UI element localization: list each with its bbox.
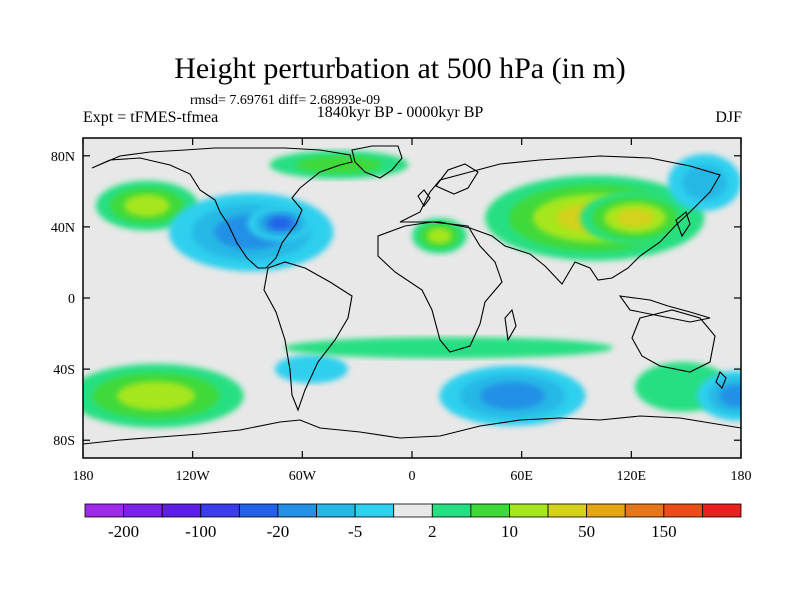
chart-title: Height perturbation at 500 hPa (in m) <box>174 52 626 85</box>
antarctica-coast <box>83 415 741 445</box>
x-tick-label: 120W <box>176 469 211 484</box>
indonesia-coast <box>618 295 711 323</box>
anomaly-region <box>412 218 467 254</box>
y-tick-label: 40N <box>51 221 75 236</box>
axis-ticks: 180 120W 60W 0 60E 120E 180 80N 40N 0 40S 80S <box>51 138 752 484</box>
colorbar-swatch <box>200 503 240 518</box>
anomaly-region <box>667 154 741 211</box>
coastlines <box>83 145 741 445</box>
anomaly-contour <box>117 381 196 410</box>
colorbar-label: -5 <box>348 522 362 541</box>
x-tick-label: 180 <box>731 469 752 484</box>
season-label: DJF <box>715 109 742 126</box>
colorbar-swatch <box>663 503 703 518</box>
y-tick-label: 0 <box>68 292 75 307</box>
colorbar-label: -20 <box>267 522 290 541</box>
colorbar-swatch <box>161 503 202 518</box>
x-tick-label: 60W <box>289 469 317 484</box>
colorbar-swatch <box>624 503 665 518</box>
colorbar-swatch <box>393 503 433 518</box>
colorbar-swatch <box>238 503 279 518</box>
uk-coast <box>417 189 431 207</box>
colorbar-label: 50 <box>578 522 595 541</box>
colorbar-label: 2 <box>428 522 437 541</box>
anomaly-contour <box>719 384 741 407</box>
x-tick-label: 60E <box>510 469 533 484</box>
colorbar: -200 -100 -20 -5 2 10 50 150 <box>84 503 742 541</box>
anomaly-region <box>439 365 586 426</box>
experiment-label: Expt = tFMES-tfmea <box>83 109 219 126</box>
anomaly-contour <box>124 194 170 217</box>
x-tick-label: 120E <box>617 469 647 484</box>
eurasia-coast <box>399 155 721 285</box>
colorbar-label: 10 <box>501 522 518 541</box>
colorbar-swatch <box>277 503 317 518</box>
colorbar-swatch <box>123 503 163 518</box>
x-tick-label: 0 <box>409 469 416 484</box>
japan-coast <box>675 211 691 238</box>
colorbar-swatch <box>509 503 549 518</box>
anomaly-region <box>284 337 614 359</box>
new-zealand-coast <box>715 371 727 389</box>
anomaly-region <box>580 191 690 245</box>
anomaly-region <box>83 363 244 428</box>
anomaly-contour <box>615 208 655 228</box>
anomaly-contour <box>268 217 292 230</box>
colorbar-swatch <box>84 503 124 518</box>
anomaly-region <box>274 354 349 384</box>
colorbar-swatch <box>702 503 742 518</box>
madagascar-coast <box>504 308 517 342</box>
anomaly-contour <box>480 382 546 410</box>
colorbar-label: 150 <box>651 522 677 541</box>
colorbar-swatch <box>431 503 472 518</box>
anomaly-contour <box>284 337 614 359</box>
anomaly-region <box>247 205 314 242</box>
anomaly-region <box>697 370 741 421</box>
anomaly-field <box>83 150 741 428</box>
colorbar-swatch <box>316 503 356 518</box>
anomaly-contour <box>427 227 452 244</box>
anomaly-region <box>269 150 409 179</box>
anomaly-contour <box>274 354 349 384</box>
anomaly-contour <box>296 155 382 174</box>
north-america-coast <box>91 147 353 269</box>
colorbar-label: -100 <box>185 522 216 541</box>
y-tick-label: 80N <box>51 150 75 165</box>
greenland-coast <box>351 145 403 179</box>
anomaly-region <box>95 180 199 231</box>
colorbar-swatch <box>586 503 626 518</box>
australia-coast <box>631 309 716 373</box>
colorbar-swatch <box>470 503 510 518</box>
scandinavia-coast <box>435 163 479 195</box>
y-tick-label: 40S <box>53 363 75 378</box>
colorbar-swatch <box>547 503 588 518</box>
stats-text: rmsd= 7.69761 diff= 2.68993e-09 <box>190 93 381 108</box>
period-label: 1840kyr BP - 0000kyr BP <box>316 104 484 121</box>
colorbar-label: -200 <box>108 522 139 541</box>
colorbar-swatch <box>354 503 395 518</box>
y-tick-label: 80S <box>53 434 75 449</box>
x-tick-label: 180 <box>73 469 94 484</box>
south-america-coast <box>263 261 353 412</box>
